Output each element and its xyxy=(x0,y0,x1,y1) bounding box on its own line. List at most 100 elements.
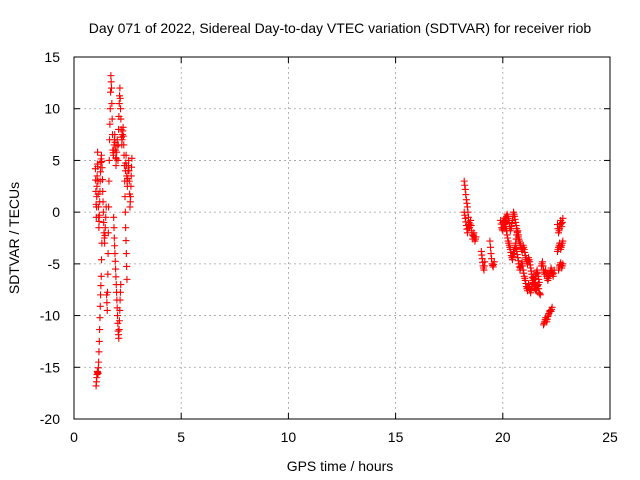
data-point xyxy=(123,275,131,283)
data-point xyxy=(486,237,494,245)
data-point xyxy=(106,105,114,113)
data-point xyxy=(115,317,123,325)
data-point xyxy=(96,168,104,176)
data-point xyxy=(97,291,105,299)
data-point xyxy=(103,306,111,314)
data-point xyxy=(98,176,106,184)
data-point xyxy=(548,303,556,311)
data-point xyxy=(486,243,494,251)
data-point xyxy=(99,187,107,195)
data-point xyxy=(103,299,111,307)
data-point xyxy=(125,177,133,185)
data-point xyxy=(490,258,498,266)
y-tick-label: -5 xyxy=(48,256,61,272)
data-point xyxy=(122,151,130,159)
y-tick-label: 15 xyxy=(44,49,60,65)
data-point xyxy=(125,167,133,175)
data-point xyxy=(113,148,121,156)
data-point xyxy=(96,326,104,334)
data-points xyxy=(91,72,567,390)
data-point xyxy=(115,100,123,108)
data-point xyxy=(96,314,104,322)
plot-frame xyxy=(73,56,611,420)
data-point xyxy=(559,214,567,222)
data-point xyxy=(99,198,107,206)
data-point xyxy=(115,334,123,342)
data-point xyxy=(107,78,115,86)
data-point xyxy=(102,213,110,221)
data-point xyxy=(95,211,103,219)
data-point xyxy=(117,105,125,113)
x-tick-label: 20 xyxy=(495,429,511,445)
data-point xyxy=(464,221,472,229)
data-point xyxy=(98,256,106,264)
y-axis-label: SDTVAR / TECUs xyxy=(6,182,22,294)
data-point xyxy=(127,193,135,201)
data-point xyxy=(116,306,124,314)
data-point xyxy=(112,155,120,163)
data-point xyxy=(106,120,114,128)
data-point xyxy=(110,234,118,242)
data-point xyxy=(115,326,123,334)
data-point xyxy=(93,172,101,180)
data-point xyxy=(96,302,104,310)
y-tick-label: -20 xyxy=(40,411,60,427)
data-point xyxy=(95,337,103,345)
data-point xyxy=(110,213,118,221)
data-point xyxy=(116,296,124,304)
data-point xyxy=(108,100,116,108)
data-point xyxy=(122,224,130,232)
data-point xyxy=(535,278,543,286)
data-point xyxy=(98,164,106,172)
x-tick-label: 25 xyxy=(602,429,618,445)
y-tick-label: 5 xyxy=(52,152,60,168)
data-point xyxy=(559,237,567,245)
x-tick-label: 5 xyxy=(177,429,185,445)
data-point xyxy=(111,250,119,258)
data-point xyxy=(95,217,103,225)
data-point xyxy=(108,84,116,92)
x-tick-label: 0 xyxy=(70,429,78,445)
data-point xyxy=(104,229,112,237)
data-point xyxy=(94,148,102,156)
y-tick-label: -10 xyxy=(40,308,60,324)
data-point xyxy=(104,270,112,278)
data-point xyxy=(97,272,105,280)
data-point xyxy=(107,88,115,96)
data-point xyxy=(117,115,125,123)
data-point xyxy=(100,218,108,226)
data-point xyxy=(101,239,109,247)
data-point xyxy=(114,156,122,164)
y-tick-label: 0 xyxy=(52,204,60,220)
data-point xyxy=(122,250,130,258)
tick-layer: 0 5 10 15 20 25 -20 -15 -10 -5 0 5 10 15 xyxy=(40,49,618,445)
data-point xyxy=(111,242,119,250)
data-point xyxy=(105,177,113,185)
data-point xyxy=(112,273,120,281)
data-point xyxy=(93,182,101,190)
data-point xyxy=(119,132,127,140)
data-point xyxy=(105,203,113,211)
data-point xyxy=(116,288,124,296)
data-point xyxy=(95,224,103,232)
data-point xyxy=(111,131,119,139)
x-tick-label: 15 xyxy=(388,429,404,445)
data-point xyxy=(95,358,103,366)
data-point xyxy=(111,257,119,265)
data-point xyxy=(559,260,567,268)
data-point xyxy=(472,233,480,241)
data-point xyxy=(127,182,135,190)
data-point xyxy=(112,162,120,170)
data-point xyxy=(104,288,112,296)
y-tick-label: -15 xyxy=(40,359,60,375)
data-point xyxy=(94,163,102,171)
data-point xyxy=(104,250,112,258)
data-point xyxy=(121,208,129,216)
data-point xyxy=(110,224,118,232)
data-point xyxy=(120,141,128,149)
data-point xyxy=(107,72,115,80)
data-point xyxy=(123,262,131,270)
x-axis-label: GPS time / hours xyxy=(287,458,394,474)
data-point xyxy=(98,157,106,165)
